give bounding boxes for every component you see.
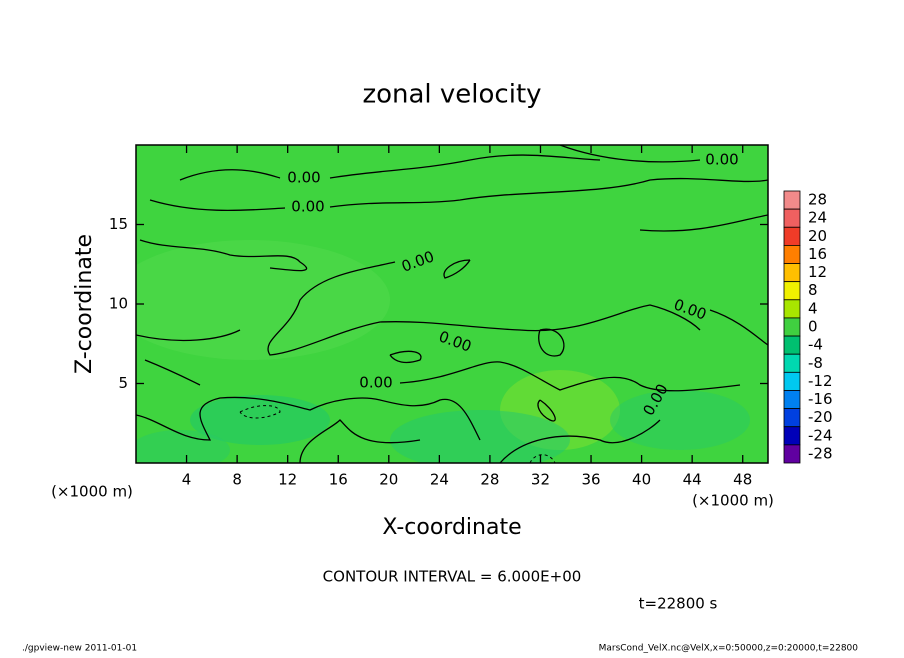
- colorbar-box: [783, 317, 801, 337]
- colorbar-label: -12: [808, 372, 833, 390]
- x-tick-label: 16: [329, 471, 348, 489]
- colorbar-box: [783, 190, 801, 210]
- x-tick-label: 28: [480, 471, 499, 489]
- y-tick-label: 5: [118, 374, 128, 392]
- x-tick-label: 4: [182, 471, 192, 489]
- colorbar-box: [783, 263, 801, 283]
- contour-interval: CONTOUR INTERVAL = 6.000E+00: [323, 568, 582, 586]
- colorbar-label: 28: [808, 191, 827, 209]
- colorbar-label: 16: [808, 245, 827, 263]
- colorbar-label: 24: [808, 209, 827, 227]
- x-tick-label: 12: [278, 471, 297, 489]
- colorbar-box: [783, 208, 801, 228]
- colorbar-box: [783, 353, 801, 373]
- colorbar-box: [783, 408, 801, 428]
- colorbar-box: [783, 299, 801, 319]
- x-tick-label: 40: [632, 471, 651, 489]
- colorbar-box: [783, 390, 801, 410]
- x-tick-label: 32: [531, 471, 550, 489]
- x-axis-title: X-coordinate: [382, 515, 521, 540]
- colorbar-box: [783, 244, 801, 264]
- colorbar-label: -4: [808, 336, 823, 354]
- colorbar-label: 12: [808, 263, 827, 281]
- colorbar-label: 8: [808, 281, 818, 299]
- contour-label: 0.00: [359, 374, 392, 392]
- time-label: t=22800 s: [639, 595, 718, 613]
- colorbar-box: [783, 281, 801, 301]
- x-tick-label: 8: [232, 471, 242, 489]
- colorbar-label: 0: [808, 318, 818, 336]
- colorbar-label: 4: [808, 299, 818, 317]
- contour-label: 0.00: [287, 169, 320, 187]
- x-tick-label: 48: [733, 471, 752, 489]
- colorbar-box: [783, 226, 801, 246]
- y-tick-label: 10: [109, 295, 128, 313]
- colorbar-label: -24: [808, 426, 833, 444]
- x-tick-label: 44: [683, 471, 702, 489]
- x-unit: (×1000 m): [51, 483, 133, 501]
- colorbar-label: -8: [808, 354, 823, 372]
- field: [136, 145, 768, 463]
- chart-title: zonal velocity: [362, 80, 541, 110]
- footer-left: ./gpview-new 2011-01-01: [22, 644, 137, 654]
- x-unit: (×1000 m): [692, 492, 774, 510]
- colorbar-box: [783, 335, 801, 355]
- footer-right: MarsCond_VelX.nc@VelX,x=0:50000,z=0:2000…: [599, 644, 859, 654]
- colorbar-label: -20: [808, 408, 833, 426]
- colorbar-label: -28: [808, 444, 833, 462]
- x-tick-label: 36: [581, 471, 600, 489]
- y-tick-label: 15: [109, 215, 128, 233]
- colorbar-label: -16: [808, 390, 833, 408]
- x-tick-label: 20: [379, 471, 398, 489]
- y-axis-title: Z-coordinate: [72, 234, 97, 374]
- colorbar-label: 20: [808, 227, 827, 245]
- colorbar-box: [783, 444, 801, 464]
- colorbar-box: [783, 426, 801, 446]
- contour-label: 0.00: [705, 151, 738, 169]
- x-tick-label: 24: [430, 471, 449, 489]
- contour-label: 0.00: [291, 198, 324, 216]
- colorbar-box: [783, 371, 801, 391]
